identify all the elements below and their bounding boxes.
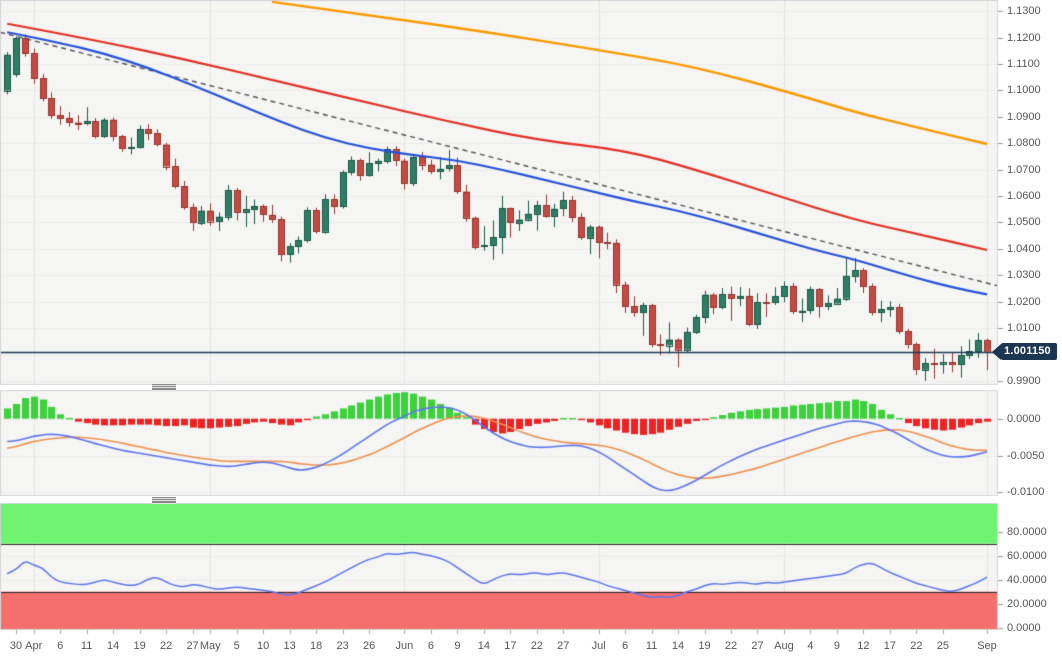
price-tick-label: 1.0800 xyxy=(1007,137,1041,150)
date-tick-label: 22 xyxy=(724,640,738,652)
price-tick-label: 1.0600 xyxy=(1007,190,1041,203)
date-tick-label: May xyxy=(199,640,221,652)
price-tick-label: 1.1300 xyxy=(1007,5,1041,18)
rsi-tick-label: 0.0000 xyxy=(1007,621,1041,634)
date-tick-label: 27 xyxy=(751,640,764,652)
date-tick-label: 6 xyxy=(622,640,629,652)
current-price-tag: 1.001150 xyxy=(992,343,1057,361)
rsi-tick-label: 80.0000 xyxy=(1007,525,1047,538)
price-tag-arrow-icon xyxy=(992,343,1001,360)
price-tick-label: 1.0900 xyxy=(1007,110,1041,123)
price-tick-label: 1.0400 xyxy=(1007,242,1041,255)
rsi-tick-label: 60.0000 xyxy=(1007,549,1047,562)
date-tick-label: 17 xyxy=(883,640,897,652)
date-tick-label: 6 xyxy=(427,640,434,652)
date-tick-label: 14 xyxy=(106,640,120,652)
price-tick-label: 0.9900 xyxy=(1007,375,1041,388)
date-tick-label: 11 xyxy=(645,640,658,652)
panel-divider-2 xyxy=(0,496,1062,503)
date-tick-label: 27 xyxy=(557,640,570,652)
date-tick-label: 25 xyxy=(936,640,949,652)
price-tag-label: 1.001150 xyxy=(1001,343,1057,361)
rsi-tick-label: 20.0000 xyxy=(1007,597,1047,610)
macd-panel[interactable] xyxy=(0,390,998,496)
rsi-panel[interactable] xyxy=(0,503,998,630)
date-tick-label: 30 xyxy=(9,640,23,652)
date-tick-label: 5 xyxy=(233,640,240,652)
panel-divider-1 xyxy=(0,385,1062,390)
date-tick-label: 23 xyxy=(336,640,349,652)
date-tick-label: Jul xyxy=(591,640,606,652)
price-tick-label: 1.1200 xyxy=(1007,31,1041,44)
date-tick-label: 22 xyxy=(910,640,923,652)
date-tick-label: 22 xyxy=(159,640,173,652)
macd-tick-label: 0.0000 xyxy=(1007,412,1041,425)
date-tick-label: 14 xyxy=(671,640,685,652)
panel-resize-handle-icon[interactable] xyxy=(152,384,176,391)
date-tick-label: 19 xyxy=(133,640,146,652)
panel-resize-handle-icon[interactable] xyxy=(152,497,176,504)
price-tick-label: 1.0200 xyxy=(1007,295,1041,308)
date-tick-label: 4 xyxy=(807,640,814,652)
date-tick-label: 12 xyxy=(857,640,870,652)
date-tick-label: Sep xyxy=(977,640,997,652)
price-tick-label: 1.1000 xyxy=(1007,84,1041,97)
date-tick-label: 14 xyxy=(477,640,490,652)
date-tick-label: 10 xyxy=(257,640,270,652)
macd-tick-label: -0.0100 xyxy=(1007,486,1045,499)
date-tick-label: 6 xyxy=(57,640,64,652)
price-panel[interactable] xyxy=(0,0,998,385)
date-tick-label: 13 xyxy=(283,640,296,652)
date-tick-label: Apr xyxy=(25,640,43,652)
price-tick-label: 1.0700 xyxy=(1007,163,1041,176)
date-tick-label: 11 xyxy=(80,640,93,652)
date-tick-label: 17 xyxy=(504,640,517,652)
price-tick-label: 1.0500 xyxy=(1007,216,1041,229)
date-tick-label: 27 xyxy=(186,640,199,652)
date-tick-label: Jun xyxy=(395,640,414,652)
macd-tick-label: -0.0050 xyxy=(1007,449,1045,462)
rsi-tick-label: 40.0000 xyxy=(1007,573,1047,586)
price-tick-label: 1.0100 xyxy=(1007,322,1041,335)
price-tick-label: 1.1100 xyxy=(1007,57,1040,70)
price-tick-label: 1.0300 xyxy=(1007,269,1041,282)
date-tick-label: 19 xyxy=(698,640,711,652)
date-tick-label: Aug xyxy=(774,640,794,652)
date-tick-label: 9 xyxy=(454,640,461,652)
date-tick-label: 9 xyxy=(833,640,840,652)
date-tick-label: 18 xyxy=(310,640,323,652)
date-tick-label: 22 xyxy=(530,640,543,652)
date-tick-label: 26 xyxy=(362,640,376,652)
